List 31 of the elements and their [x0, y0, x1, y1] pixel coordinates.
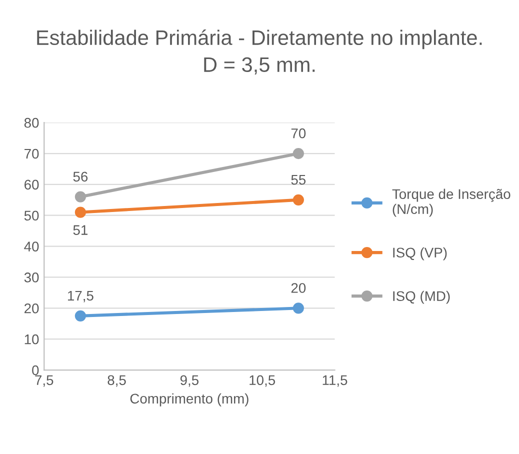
x-tick-label: 8,5: [108, 375, 126, 387]
x-tick-label: 10,5: [250, 375, 276, 387]
x-axis-title: Comprimento (mm): [130, 393, 248, 406]
point: [74, 206, 86, 218]
y-tick-label: 20: [24, 303, 39, 314]
legend-label: ISQ (VP): [393, 247, 447, 260]
data-label: 56: [73, 172, 88, 182]
data-label: 20: [291, 283, 306, 293]
y-tick-label: 50: [24, 210, 39, 221]
x-tick-label: 7,5: [35, 375, 54, 387]
y-tick-label: 40: [24, 242, 39, 252]
chart-title: Estabilidade Primária - Diretamente no implante. D = 3,5 mm.: [37, 30, 482, 74]
data-label: 51: [73, 225, 88, 235]
y-tick-label: 30: [24, 272, 39, 282]
x-tick-label: 11,5: [322, 375, 348, 387]
data-label: 17,5: [68, 290, 94, 302]
point: [292, 194, 304, 206]
point: [292, 148, 304, 160]
legend-label: Torque de Inserção (N/cm): [392, 188, 510, 217]
legend-label: ISQ (MD): [393, 290, 450, 304]
data-label: 55: [291, 174, 306, 185]
y-tick-label: 60: [24, 180, 39, 190]
point: [74, 191, 86, 202]
y-tick-label: 70: [24, 148, 39, 159]
point: [292, 302, 304, 314]
data-label: 70: [291, 128, 306, 138]
point: [74, 310, 86, 322]
y-tick-label: 10: [24, 334, 39, 344]
x-tick-label: 9,5: [180, 375, 199, 387]
y-tick-label: 0: [32, 365, 39, 376]
y-tick-label: 80: [24, 118, 39, 128]
